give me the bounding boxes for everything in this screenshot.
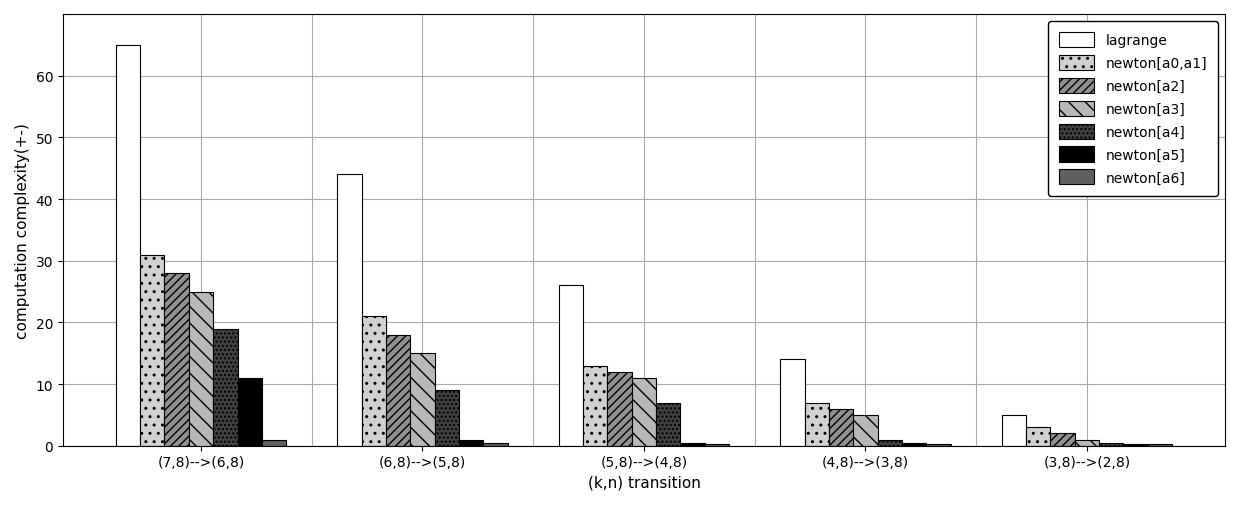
Bar [559, 286, 583, 446]
Bar [805, 403, 828, 446]
Bar [410, 354, 435, 446]
Bar [631, 378, 656, 446]
Bar [656, 403, 681, 446]
Bar [608, 372, 631, 446]
Bar [1025, 427, 1050, 446]
Bar [213, 329, 238, 446]
Bar [1075, 440, 1099, 446]
Bar [780, 360, 805, 446]
Bar [115, 46, 140, 446]
Bar [1123, 444, 1148, 446]
Bar [337, 175, 362, 446]
Bar [901, 443, 926, 446]
Bar [681, 443, 704, 446]
Bar [878, 440, 901, 446]
Bar [362, 317, 386, 446]
X-axis label: (k,n) transition: (k,n) transition [588, 475, 701, 490]
Bar [188, 292, 213, 446]
Bar [165, 274, 188, 446]
Bar [1148, 444, 1172, 446]
Bar [238, 378, 262, 446]
Bar [140, 255, 165, 446]
Bar [262, 440, 286, 446]
Bar [704, 444, 729, 446]
Bar [1099, 443, 1123, 446]
Bar [484, 443, 507, 446]
Bar [583, 366, 608, 446]
Bar [828, 409, 853, 446]
Legend: lagrange, newton[a0,a1], newton[a2], newton[a3], newton[a4], newton[a5], newton[: lagrange, newton[a0,a1], newton[a2], new… [1048, 22, 1218, 196]
Bar [386, 335, 410, 446]
Bar [435, 390, 459, 446]
Bar [1050, 433, 1075, 446]
Bar [1002, 415, 1025, 446]
Bar [459, 440, 484, 446]
Bar [926, 444, 951, 446]
Y-axis label: computation complexity(+-): computation complexity(+-) [15, 123, 30, 338]
Bar [853, 415, 878, 446]
